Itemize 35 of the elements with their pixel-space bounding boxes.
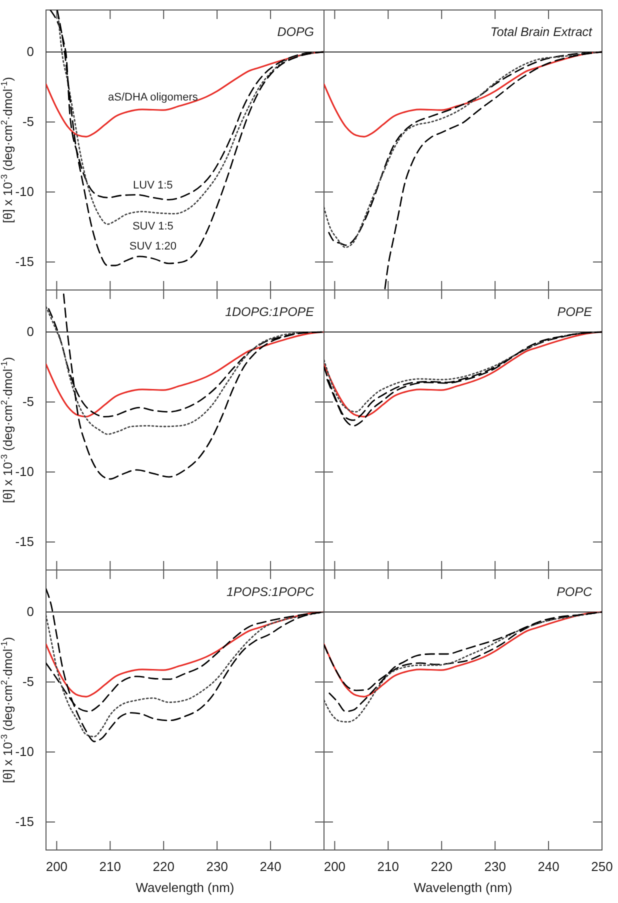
x-tick-label: 200: [46, 859, 68, 874]
text: POPC: [556, 585, 593, 599]
x-tick-label: 200: [324, 859, 346, 874]
x-tick-label: 220: [430, 859, 452, 874]
x-tick-label: 240: [538, 859, 560, 874]
x-axis-title: Wavelength (nm): [414, 880, 512, 895]
series-label: LUV 1:5: [133, 180, 173, 192]
text: Total Brain Extract: [490, 25, 593, 39]
x-tick-label: 210: [377, 859, 400, 874]
x-tick-label: 250: [591, 859, 613, 874]
text: POPE: [557, 305, 593, 319]
y-tick-label: -5: [22, 674, 34, 690]
y-tick-label: -15: [15, 534, 34, 550]
x-tick-label: 220: [152, 859, 174, 874]
y-tick-label: 0: [26, 604, 34, 620]
y-tick-label: -10: [15, 744, 34, 760]
text: 1POPS:1POPC: [226, 585, 315, 599]
x-tick-label: 230: [206, 859, 228, 874]
y-tick-label: -15: [15, 814, 34, 830]
y-tick-label: -5: [22, 114, 34, 130]
y-tick-label: -10: [15, 184, 34, 200]
y-tick-label: 0: [26, 44, 34, 60]
x-tick-label: 240: [260, 859, 282, 874]
x-tick-label: 230: [484, 859, 506, 874]
series-label: SUV 1:5: [132, 220, 174, 232]
x-tick-label: 210: [99, 859, 122, 874]
text: DOPG: [277, 25, 314, 39]
series-label: aS/DHA oligomers: [108, 92, 198, 104]
y-tick-label: -15: [15, 254, 34, 270]
series-label: SUV 1:20: [129, 240, 176, 252]
x-axis-title: Wavelength (nm): [136, 880, 234, 895]
text: 1DOPG:1POPE: [225, 305, 315, 319]
y-tick-label: -10: [15, 464, 34, 480]
y-tick-label: -5: [22, 394, 34, 410]
y-tick-label: 0: [26, 324, 34, 340]
